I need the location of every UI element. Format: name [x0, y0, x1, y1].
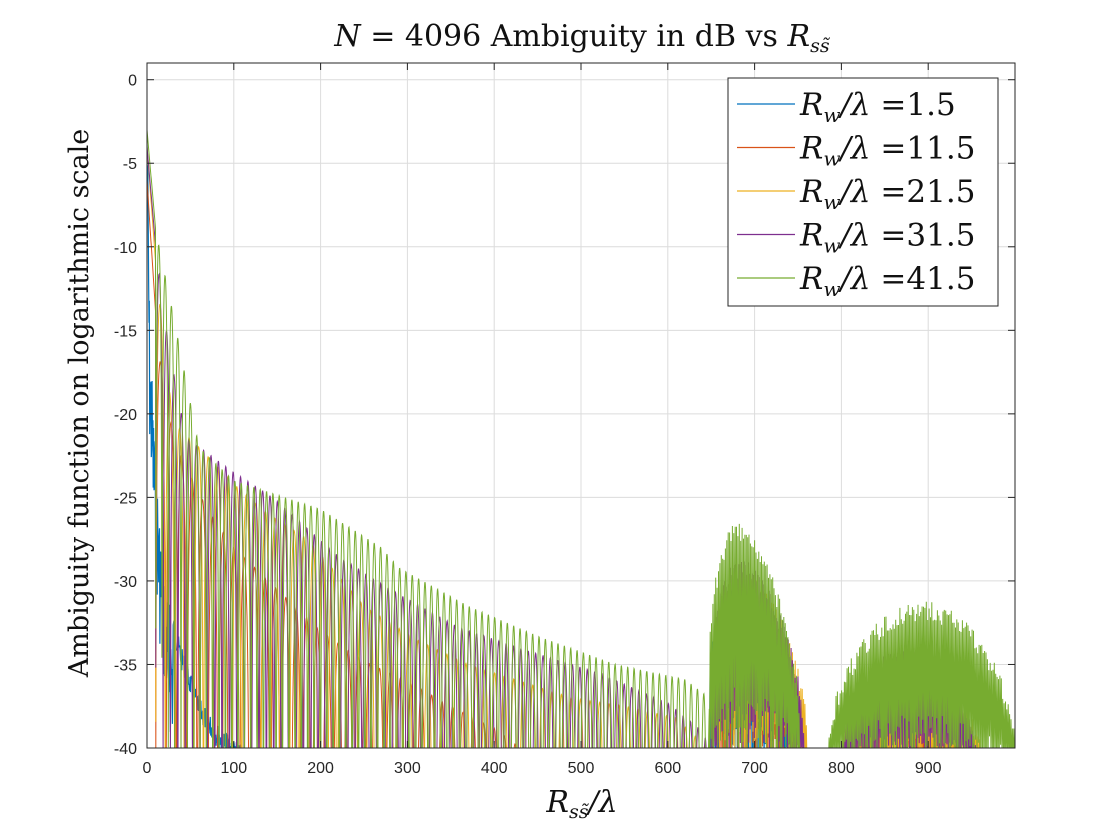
y-tick-label: 0: [128, 73, 137, 90]
legend: Rw/λ =1.5Rw/λ =11.5Rw/λ =21.5Rw/λ =31.5R…: [727, 77, 999, 307]
legend-box: [727, 77, 999, 307]
x-tick-label: 200: [307, 760, 334, 777]
x-tick-label: 300: [394, 760, 421, 777]
legend-label-2: Rw/λ =11.5: [799, 131, 975, 171]
x-tick-label: 500: [568, 760, 595, 777]
x-axis-label: Rss̃/λ: [545, 785, 617, 823]
x-tick-label: 600: [654, 760, 681, 777]
x-tick-label: 800: [828, 760, 855, 777]
x-tick-label: 0: [143, 760, 152, 777]
x-tick-label: 900: [915, 760, 942, 777]
y-tick-label: -30: [114, 574, 137, 591]
legend-label-3: Rw/λ =21.5: [799, 174, 975, 214]
y-tick-label: -35: [114, 657, 137, 674]
tick-layer: 0 100 200 300 400 500 600 700 800 900 0 -5 -10 -15 -20…: [114, 63, 1015, 777]
legend-label-4: Rw/λ =31.5: [799, 218, 975, 258]
x-tick-label: 400: [481, 760, 508, 777]
y-tick-label: -10: [114, 240, 137, 257]
y-tick-label: -15: [114, 323, 137, 340]
y-tick-label: -20: [114, 407, 137, 424]
x-tick-label: 700: [741, 760, 768, 777]
y-tick-label: -40: [114, 741, 137, 758]
series-layer: [147, 129, 1015, 748]
series-line-5: [147, 129, 1015, 748]
x-tick-label: 100: [220, 760, 247, 777]
chart-title: N = 4096 Ambiguity in dB vs Rss̃: [333, 19, 830, 57]
y-axis-label: Ambiguity function on logarithmic scale: [64, 129, 95, 679]
legend-label-1: Rw/λ =1.5: [799, 87, 956, 127]
legend-label-5: Rw/λ =41.5: [799, 261, 975, 301]
y-tick-label: -5: [123, 156, 137, 173]
y-tick-label: -25: [114, 490, 137, 507]
